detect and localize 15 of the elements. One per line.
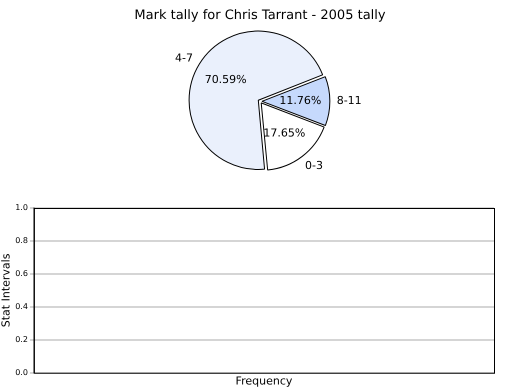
data-label: 11.76%	[279, 94, 322, 108]
chart-title: Mark tally for Chris Tarrant - 2005 tally	[134, 8, 386, 24]
y-tick-label: 0.2	[15, 334, 28, 344]
y-tick-label: 1.0	[15, 203, 28, 212]
data-label: 17.65%	[263, 126, 306, 140]
y-tick-label: 0.0	[15, 368, 28, 377]
y-tick-label: 0.8	[15, 236, 28, 246]
y-tick-label: 0.6	[15, 269, 28, 278]
data-label: 70.59%	[204, 73, 247, 86]
slice-label: 8-11	[336, 94, 362, 107]
y-tick-label: 0.4	[15, 302, 28, 311]
slice-label: 4-7	[175, 52, 194, 65]
y-axis-title: Stat Intervals	[0, 253, 12, 328]
x-axis-title: Frequency	[236, 374, 293, 388]
slice-label: 0-3	[304, 158, 323, 172]
